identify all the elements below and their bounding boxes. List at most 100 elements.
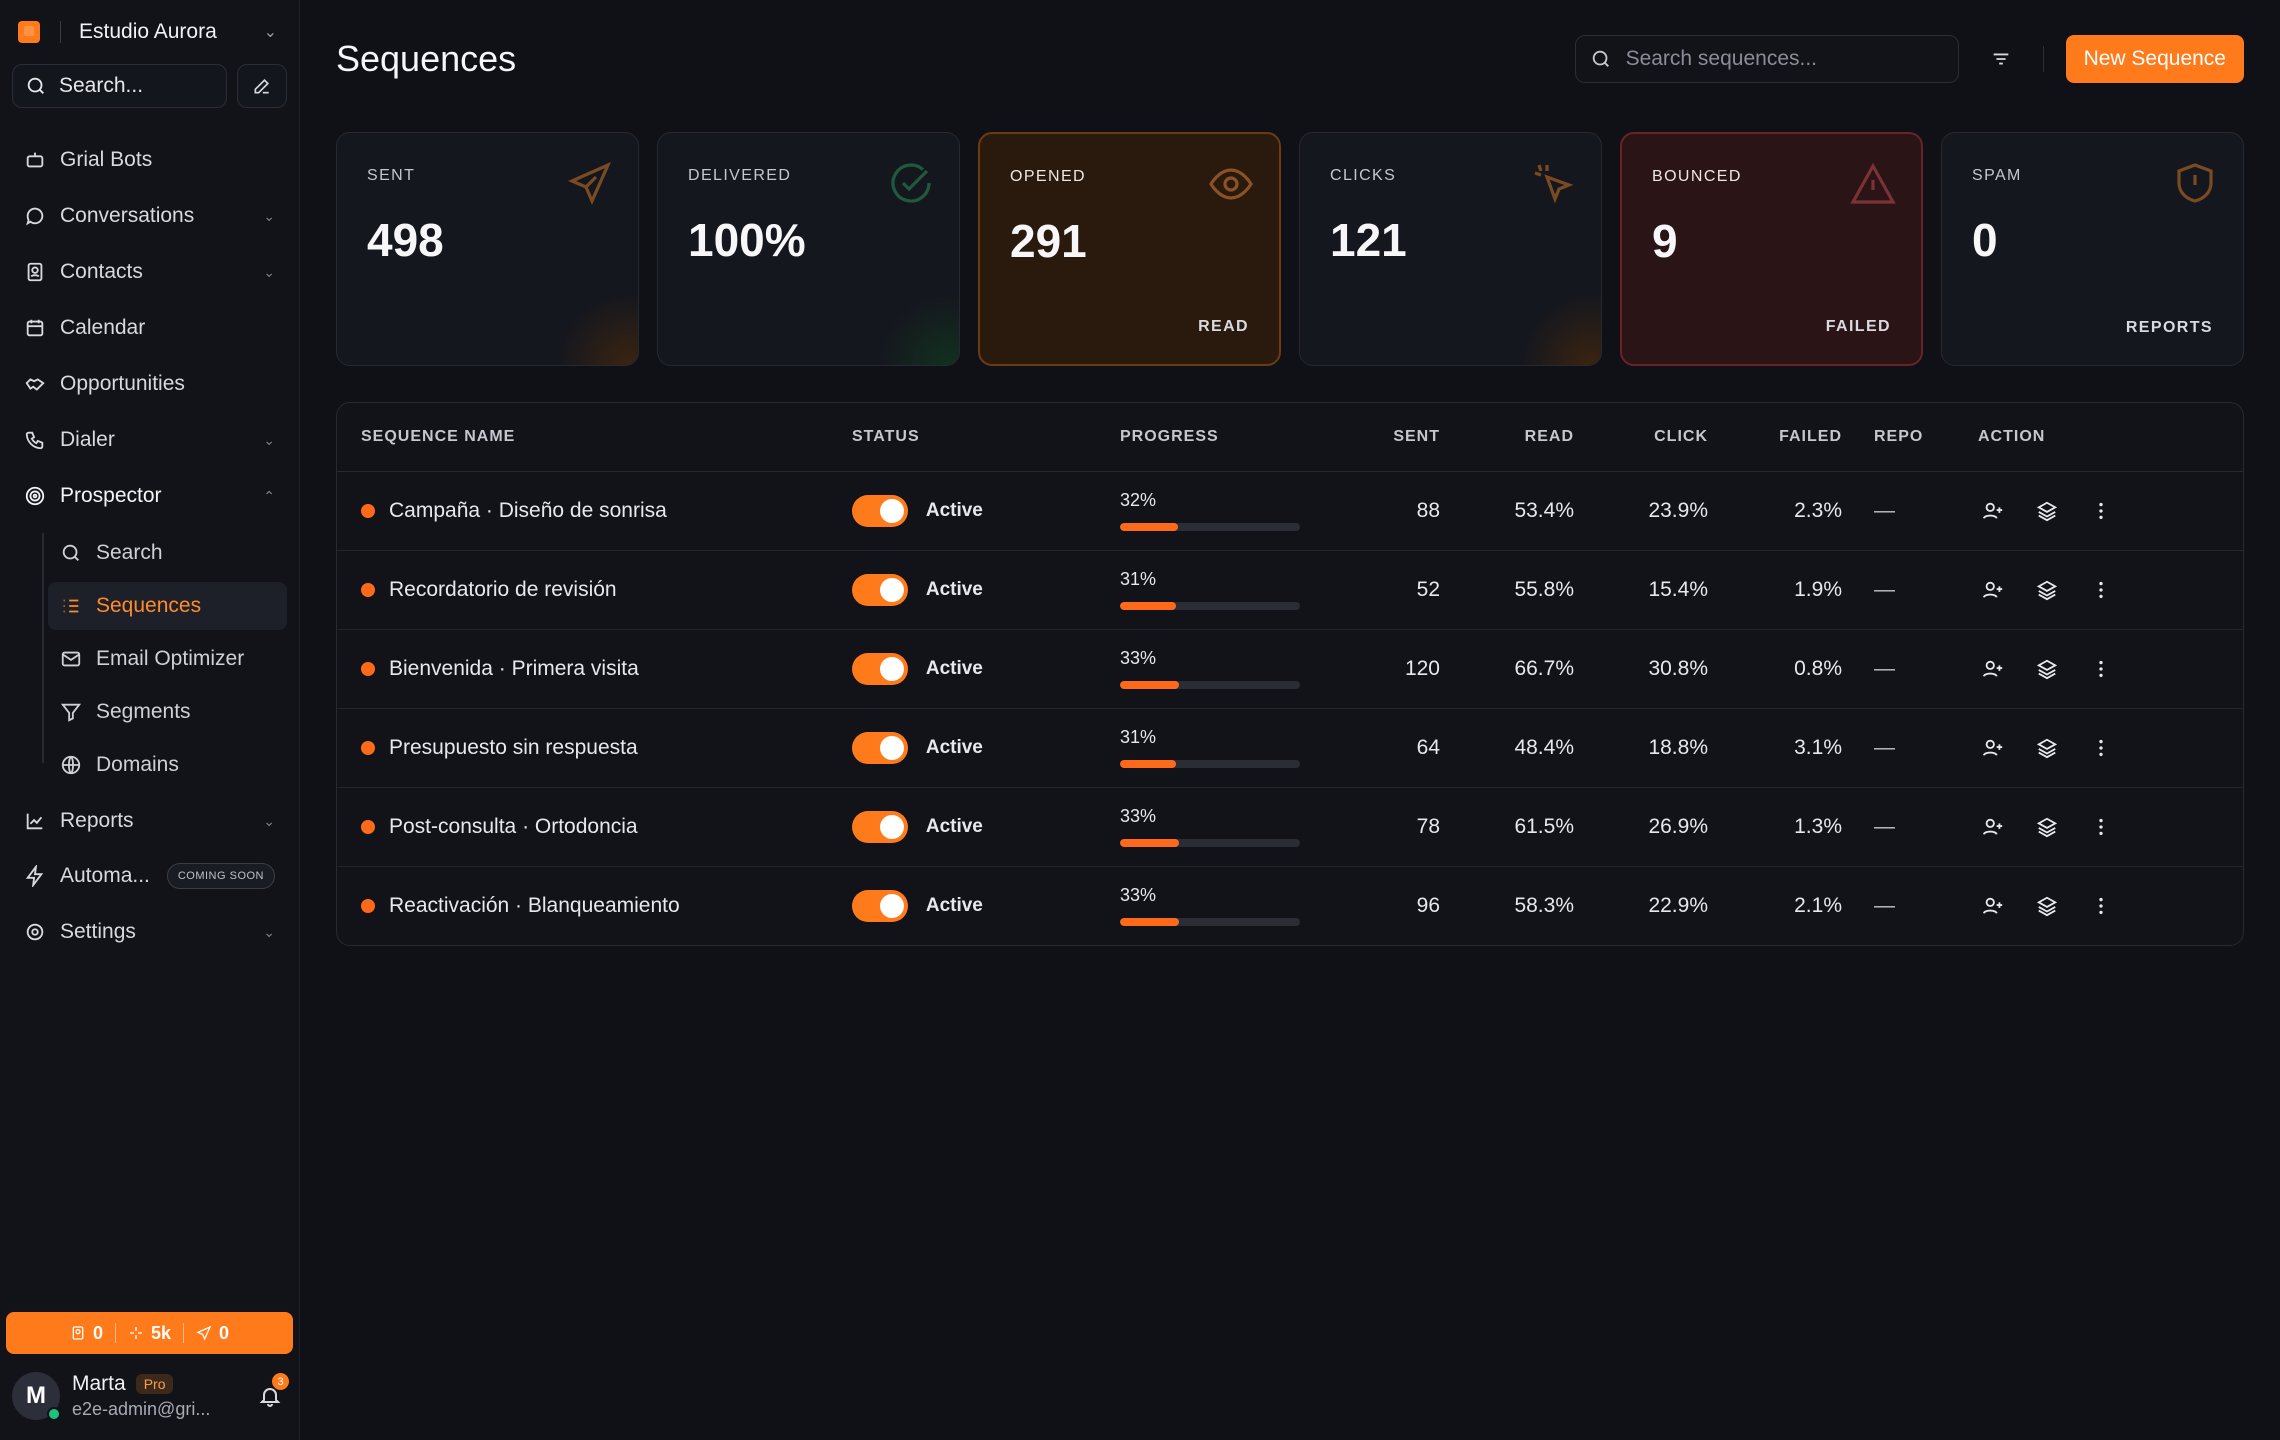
add-contact-button[interactable] — [1978, 496, 2008, 526]
list-icon — [63, 599, 79, 613]
status-toggle[interactable] — [852, 731, 908, 764]
more-vertical-icon — [2099, 581, 2103, 598]
stat-label: BOUNCED — [1652, 168, 1742, 185]
column-header-progress[interactable]: PROGRESS — [1120, 403, 1340, 472]
sequence-name[interactable]: Bienvenida · Primera visita — [389, 656, 639, 680]
chevron-down-icon: ⌄ — [263, 431, 275, 448]
status-toggle[interactable] — [852, 810, 908, 843]
stat-value: 121 — [1330, 214, 1407, 266]
more-options-button[interactable] — [2086, 733, 2116, 763]
sidebar-subitem-search[interactable]: Search — [48, 529, 287, 577]
sidebar-item-label: Automa... — [60, 864, 150, 887]
sidebar-item-opportunities[interactable]: Opportunities — [12, 356, 287, 412]
main-content: Sequences New Sequence SENT 498 DELIVERE… — [300, 0, 2280, 1440]
layers-button[interactable] — [2032, 891, 2062, 921]
column-header-click[interactable]: CLICK — [1574, 403, 1708, 472]
status-toggle[interactable] — [852, 573, 908, 606]
sidebar-item-label: Opportunities — [60, 372, 185, 395]
more-options-button[interactable] — [2086, 812, 2116, 842]
failed-rate: 3.1% — [1708, 708, 1842, 788]
sequence-name[interactable]: Campaña · Diseño de sonrisa — [389, 498, 667, 522]
read-rate: 61.5% — [1440, 787, 1574, 867]
sidebar-subitem-domains[interactable]: Domains — [48, 741, 287, 789]
sidebar-item-settings[interactable]: Settings ⌄ — [12, 904, 287, 960]
stat-card-sent: SENT 498 — [336, 132, 639, 366]
status-toggle[interactable] — [852, 494, 908, 527]
sequence-search[interactable] — [1574, 35, 1959, 83]
table-row[interactable]: Campaña · Diseño de sonrisa Active 32% 8… — [337, 471, 2243, 551]
more-options-button[interactable] — [2086, 575, 2116, 605]
reports-value: — — [1842, 471, 1922, 551]
column-header-failed[interactable]: FAILED — [1708, 403, 1842, 472]
sidebar-subitem-email-optimizer[interactable]: Email Optimizer — [48, 635, 287, 683]
layers-icon — [2036, 501, 2058, 521]
sequence-name[interactable]: Reactivación · Blanqueamiento — [389, 893, 680, 917]
sent-count: 120 — [1340, 629, 1440, 709]
more-options-button[interactable] — [2086, 891, 2116, 921]
read-rate: 58.3% — [1514, 893, 1574, 917]
credits-bar[interactable]: 0 5k 0 — [6, 1312, 293, 1354]
sidebar-subitem-label: Segments — [96, 700, 191, 723]
sidebar-subitem-segments[interactable]: Segments — [48, 688, 287, 736]
column-header-name[interactable]: SEQUENCE NAME — [337, 403, 852, 472]
phone-icon — [25, 431, 44, 450]
sidebar-search[interactable]: Search... — [12, 64, 227, 108]
sidebar-subitem-sequences[interactable]: Sequences — [48, 582, 287, 630]
notifications-button[interactable]: 3 — [253, 1373, 289, 1413]
layers-button[interactable] — [2032, 812, 2062, 842]
sequence-name[interactable]: Presupuesto sin respuesta — [389, 735, 638, 759]
sidebar-subitem-label: Email Optimizer — [96, 647, 245, 670]
status-dot — [361, 898, 375, 913]
coming-soon-badge: COMING SOON — [166, 863, 275, 889]
add-contact-button[interactable] — [1978, 812, 2008, 842]
status-dot — [361, 661, 375, 676]
layers-button[interactable] — [2032, 575, 2062, 605]
filter-icon — [1993, 53, 2008, 65]
sidebar-item-dialer[interactable]: Dialer ⌄ — [12, 412, 287, 468]
more-vertical-icon — [2099, 502, 2103, 519]
status-toggle[interactable] — [852, 652, 908, 685]
column-header-sent[interactable]: SENT — [1340, 403, 1440, 472]
column-header-status[interactable]: STATUS — [852, 403, 1120, 472]
sidebar-item-grial-bots[interactable]: Grial Bots — [12, 132, 287, 188]
sequence-name[interactable]: Recordatorio de revisión — [389, 577, 617, 601]
add-contact-button[interactable] — [1978, 654, 2008, 684]
sidebar-item-contacts[interactable]: Contacts ⌄ — [12, 244, 287, 300]
table-row[interactable]: Post-consulta · Ortodoncia Active 33% 78… — [337, 787, 2243, 867]
table-row[interactable]: Bienvenida · Primera visita Active 33% 1… — [337, 629, 2243, 709]
sidebar-item-automations[interactable]: Automa... COMING SOON — [12, 848, 287, 904]
search-icon — [62, 544, 79, 561]
column-header-reports[interactable]: REPORT! — [1842, 403, 1922, 472]
status-toggle[interactable] — [852, 889, 908, 922]
add-contact-button[interactable] — [1978, 733, 2008, 763]
sequence-name[interactable]: Post-consulta · Ortodoncia — [389, 814, 638, 838]
table-row[interactable]: Recordatorio de revisión Active 31% 52 5… — [337, 550, 2243, 630]
table-row[interactable]: Presupuesto sin respuesta Active 31% 64 … — [337, 708, 2243, 788]
layers-button[interactable] — [2032, 733, 2062, 763]
search-input[interactable] — [1625, 47, 1944, 71]
more-options-button[interactable] — [2086, 496, 2116, 526]
compose-button[interactable] — [237, 64, 287, 108]
chevron-down-icon: ⌄ — [263, 24, 277, 41]
add-contact-button[interactable] — [1978, 891, 2008, 921]
user-profile[interactable]: M Marta Pro e2e-admin@gri... 3 — [12, 1368, 289, 1424]
status-dot — [361, 503, 375, 518]
more-options-button[interactable] — [2086, 654, 2116, 684]
sent-count: 96 — [1416, 893, 1440, 917]
column-header-read[interactable]: READ — [1440, 403, 1574, 472]
layers-button[interactable] — [2032, 654, 2062, 684]
new-sequence-button[interactable]: New Sequence — [2065, 35, 2244, 83]
sidebar-item-reports[interactable]: Reports ⌄ — [12, 794, 287, 848]
table-row[interactable]: Reactivación · Blanqueamiento Active 33%… — [337, 866, 2243, 945]
stat-card-bounced: BOUNCED 9 FAILED — [1620, 132, 1923, 366]
workspace-switcher[interactable]: Estudio Aurora ⌄ — [12, 14, 287, 50]
send-icon — [196, 1325, 212, 1341]
add-contact-button[interactable] — [1978, 575, 2008, 605]
sidebar-item-prospector[interactable]: Prospector ⌃ — [12, 468, 287, 524]
layers-button[interactable] — [2032, 496, 2062, 526]
sidebar-item-calendar[interactable]: Calendar — [12, 300, 287, 356]
progress-fill — [1120, 760, 1176, 768]
status-dot — [361, 582, 375, 597]
sidebar-item-conversations[interactable]: Conversations ⌄ — [12, 188, 287, 244]
filter-button[interactable] — [1977, 35, 2025, 83]
